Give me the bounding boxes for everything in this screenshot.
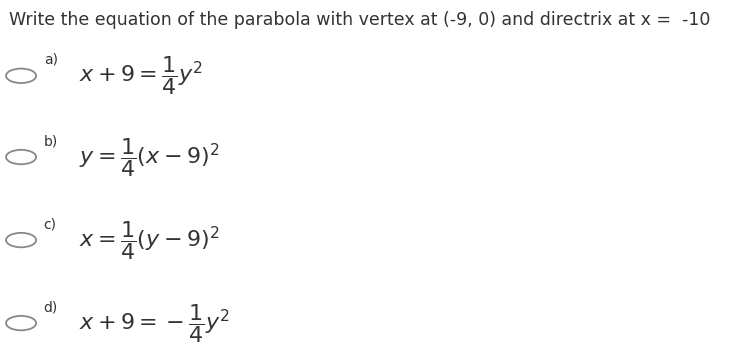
Text: $y = \dfrac{1}{4}(x - 9)^2$: $y = \dfrac{1}{4}(x - 9)^2$ bbox=[79, 136, 219, 178]
Text: $x + 9 = -\dfrac{1}{4}y^2$: $x + 9 = -\dfrac{1}{4}y^2$ bbox=[79, 302, 230, 344]
Text: d): d) bbox=[44, 300, 58, 314]
Text: $x = \dfrac{1}{4}(y - 9)^2$: $x = \dfrac{1}{4}(y - 9)^2$ bbox=[79, 219, 220, 261]
Text: b): b) bbox=[44, 134, 58, 148]
Text: c): c) bbox=[44, 217, 56, 231]
Text: Write the equation of the parabola with vertex at (-9, 0) and directrix at x =  : Write the equation of the parabola with … bbox=[9, 11, 710, 29]
Text: $x + 9 = \dfrac{1}{4}y^2$: $x + 9 = \dfrac{1}{4}y^2$ bbox=[79, 55, 203, 97]
Text: a): a) bbox=[44, 53, 58, 67]
